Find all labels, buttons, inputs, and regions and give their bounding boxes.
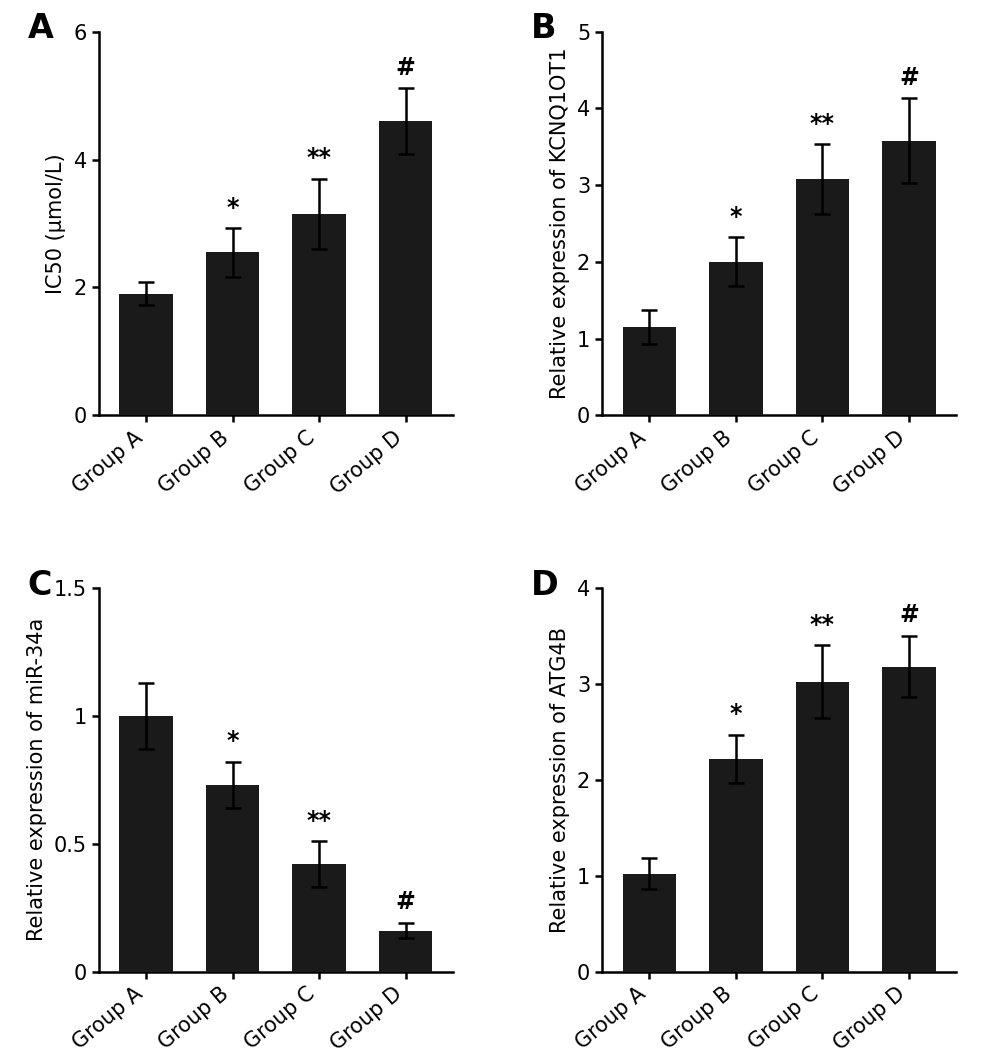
Bar <box>119 294 173 415</box>
Bar <box>379 121 432 415</box>
Bar <box>796 178 849 415</box>
Text: *: * <box>730 205 742 229</box>
Y-axis label: Relative expression of KCNQ1OT1: Relative expression of KCNQ1OT1 <box>550 48 570 399</box>
Text: **: ** <box>307 809 331 832</box>
Bar <box>882 140 936 415</box>
Bar <box>206 785 259 972</box>
Text: *: * <box>227 195 239 220</box>
Text: #: # <box>899 65 919 90</box>
Bar <box>882 666 936 972</box>
Bar <box>292 864 346 972</box>
Bar <box>623 873 676 972</box>
Bar <box>379 930 432 972</box>
Text: #: # <box>395 56 415 79</box>
Text: B: B <box>531 13 556 45</box>
Y-axis label: Relative expression of ATG4B: Relative expression of ATG4B <box>550 626 570 932</box>
Bar <box>623 327 676 415</box>
Text: **: ** <box>810 112 835 136</box>
Text: *: * <box>227 730 239 753</box>
Y-axis label: Relative expression of miR-34a: Relative expression of miR-34a <box>27 618 46 941</box>
Text: A: A <box>28 13 53 45</box>
Text: **: ** <box>810 614 835 637</box>
Bar <box>709 758 763 972</box>
Bar <box>796 682 849 972</box>
Bar <box>292 214 346 415</box>
Bar <box>709 262 763 415</box>
Text: **: ** <box>307 147 331 170</box>
Bar <box>206 252 259 415</box>
Text: #: # <box>395 890 415 914</box>
Text: D: D <box>531 569 559 602</box>
Text: *: * <box>730 702 742 727</box>
Bar <box>119 716 173 972</box>
Text: #: # <box>899 603 919 627</box>
Text: C: C <box>28 569 52 602</box>
Y-axis label: IC50 (μmol/L): IC50 (μmol/L) <box>46 153 66 294</box>
